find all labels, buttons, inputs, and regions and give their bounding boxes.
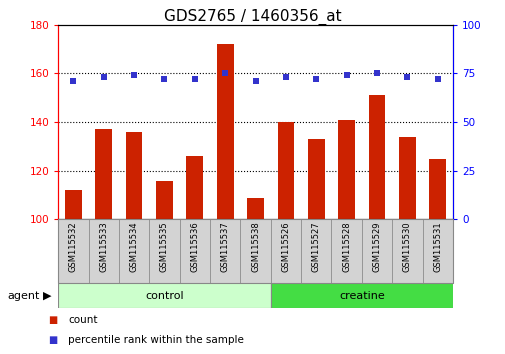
Text: control: control [145, 291, 183, 301]
Point [312, 76, 320, 82]
Bar [126, 132, 142, 219]
Bar [331, 219, 361, 283]
Text: GSM115538: GSM115538 [250, 221, 260, 272]
Text: GSM115532: GSM115532 [69, 221, 78, 272]
Bar [95, 130, 112, 219]
Text: creatine: creatine [338, 291, 384, 301]
Bar [429, 159, 445, 219]
Text: ▶: ▶ [43, 291, 52, 301]
Bar [337, 120, 355, 219]
Bar [179, 219, 210, 283]
Point [69, 78, 77, 84]
Bar [307, 139, 324, 219]
Bar [391, 219, 422, 283]
Point [130, 73, 138, 78]
Point [281, 74, 289, 80]
Point [402, 74, 411, 80]
Text: agent: agent [8, 291, 40, 301]
Text: ■: ■ [48, 315, 57, 325]
Bar [398, 137, 415, 219]
Bar [58, 219, 88, 283]
Bar [270, 283, 452, 308]
Text: ■: ■ [48, 335, 57, 345]
Bar [65, 190, 82, 219]
Point [342, 73, 350, 78]
Text: GSM115530: GSM115530 [402, 221, 411, 272]
Bar [88, 219, 119, 283]
Point [433, 76, 441, 82]
Text: GSM115534: GSM115534 [129, 221, 138, 272]
Text: GSM115527: GSM115527 [311, 221, 320, 272]
Text: GSM115531: GSM115531 [432, 221, 441, 272]
Bar [119, 219, 149, 283]
Text: GSM115537: GSM115537 [220, 221, 229, 272]
Bar [277, 122, 294, 219]
Bar [247, 198, 264, 219]
Point [190, 76, 198, 82]
Point [221, 70, 229, 76]
Bar [368, 95, 385, 219]
Text: count: count [68, 315, 97, 325]
Point [372, 70, 380, 76]
Bar [217, 44, 233, 219]
Point [99, 74, 108, 80]
Bar [149, 219, 179, 283]
Bar [156, 181, 173, 219]
Text: GSM115529: GSM115529 [372, 221, 381, 272]
Bar [210, 219, 240, 283]
Bar [422, 219, 452, 283]
Bar [300, 219, 331, 283]
Bar [240, 219, 270, 283]
Text: GSM115536: GSM115536 [190, 221, 199, 272]
Text: GSM115533: GSM115533 [99, 221, 108, 272]
Text: GSM115526: GSM115526 [281, 221, 290, 272]
Point [160, 76, 168, 82]
Bar [186, 156, 203, 219]
Text: GSM115535: GSM115535 [160, 221, 169, 272]
Bar [270, 219, 300, 283]
Bar [58, 283, 270, 308]
Text: GSM115528: GSM115528 [341, 221, 350, 272]
Text: GDS2765 / 1460356_at: GDS2765 / 1460356_at [164, 9, 341, 25]
Bar [361, 219, 391, 283]
Text: percentile rank within the sample: percentile rank within the sample [68, 335, 244, 345]
Point [251, 78, 259, 84]
